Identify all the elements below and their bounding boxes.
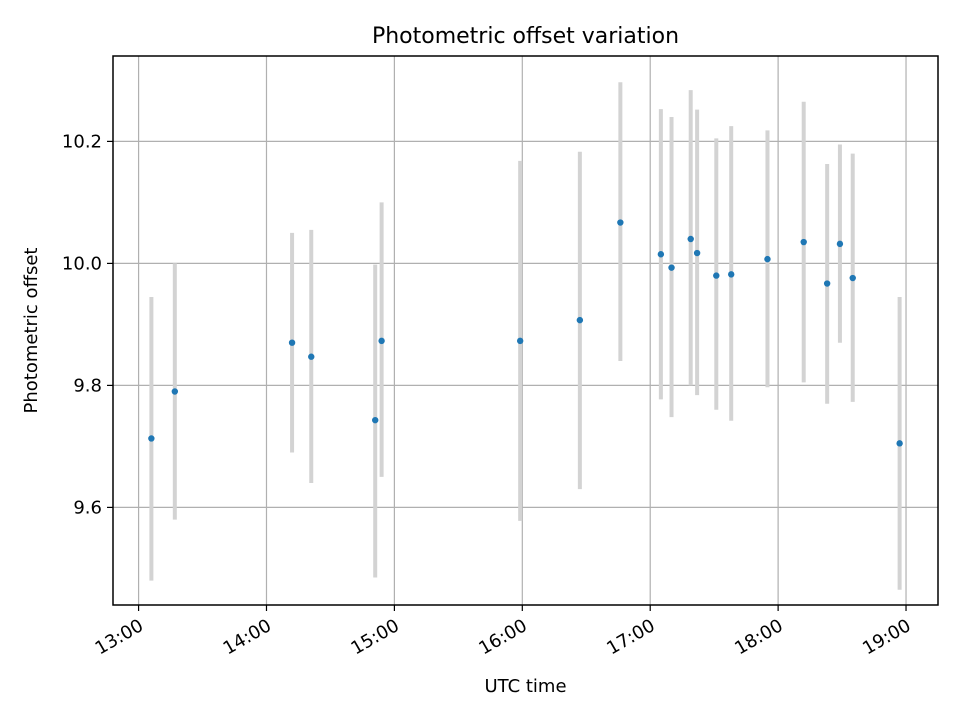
- data-point: [171, 388, 179, 395]
- grid-layer: [113, 56, 938, 605]
- data-point: [687, 235, 694, 243]
- data-point: [836, 240, 844, 248]
- data-point: [372, 416, 379, 424]
- data-point: [576, 316, 584, 324]
- data-point: [800, 238, 807, 246]
- x-tick-label: 17:00: [603, 615, 658, 659]
- x-tick-label: 13:00: [92, 615, 147, 659]
- x-tick-label: 16:00: [475, 615, 530, 659]
- data-point: [728, 271, 735, 278]
- data-point: [764, 255, 771, 263]
- x-axis-ticks: 13:00 14:00 15:00 16:00 17:00 18:00 19:00: [92, 605, 915, 659]
- data-point: [308, 353, 315, 360]
- y-axis-label: Photometric offset: [21, 248, 42, 414]
- y-tick-label: 10.2: [62, 131, 102, 152]
- x-tick-label: 19:00: [859, 615, 914, 659]
- data-point: [713, 272, 720, 279]
- data-point: [693, 249, 701, 257]
- data-point: [288, 339, 296, 346]
- y-tick-label: 9.8: [73, 375, 102, 396]
- y-tick-label: 9.6: [73, 497, 102, 518]
- data-point: [668, 264, 675, 271]
- data-point: [148, 435, 155, 442]
- point-layer: [148, 219, 903, 447]
- chart-title: Photometric offset variation: [372, 24, 679, 49]
- x-tick-label: 15:00: [347, 615, 402, 659]
- y-axis-ticks: 9.6 9.8 10.0 10.2: [62, 131, 113, 518]
- data-point: [657, 251, 665, 258]
- data-point: [896, 440, 903, 447]
- data-point: [516, 337, 524, 345]
- x-tick-label: 18:00: [731, 615, 786, 659]
- data-point: [849, 274, 856, 282]
- data-point: [823, 280, 831, 287]
- errorbar-layer: [149, 82, 902, 590]
- data-point: [617, 219, 624, 226]
- plot-frame: [112, 55, 939, 606]
- y-tick-label: 10.0: [62, 253, 102, 274]
- x-tick-label: 14:00: [220, 615, 275, 659]
- data-point: [378, 337, 385, 345]
- x-axis-label: UTC time: [484, 676, 566, 697]
